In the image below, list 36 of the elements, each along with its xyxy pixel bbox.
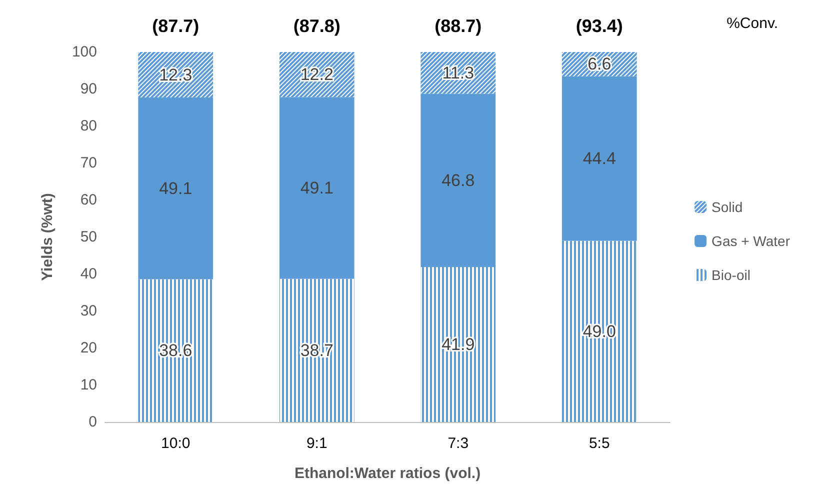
legend-label: Bio-oil bbox=[712, 267, 750, 283]
y-tick-label: 30 bbox=[80, 302, 97, 320]
data-label: 38.6 bbox=[159, 341, 192, 360]
y-tick-label: 80 bbox=[80, 118, 97, 134]
y-tick-label: 40 bbox=[80, 266, 97, 282]
y-tick-label: 20 bbox=[80, 340, 97, 356]
y-tick-label: 90 bbox=[80, 80, 97, 98]
y-tick-label: 70 bbox=[80, 154, 97, 172]
bar bbox=[138, 98, 214, 280]
text: %Conv. bbox=[726, 15, 778, 32]
text: (88.7) bbox=[434, 16, 482, 36]
x-tick-label: 5:5 bbox=[588, 435, 610, 452]
bar bbox=[420, 94, 496, 267]
data-label: 44.4 bbox=[582, 149, 616, 168]
text: (87.7) bbox=[152, 16, 200, 36]
y-tick-label: 60 bbox=[80, 192, 97, 208]
x-tick-label: 10:0 bbox=[161, 435, 190, 452]
y-tick-label: 50 bbox=[80, 228, 97, 246]
data-label: 41.9 bbox=[442, 334, 475, 354]
x-tick-label: 7:3 bbox=[448, 435, 469, 452]
legend-label: Solid bbox=[712, 199, 743, 215]
text: (93.4) bbox=[576, 16, 623, 36]
legend-label: Gas + Water bbox=[712, 233, 790, 249]
bar bbox=[562, 76, 637, 241]
text: (87.8) bbox=[293, 16, 340, 36]
y-tick-label: 10 bbox=[80, 376, 97, 394]
data-label: 38.7 bbox=[300, 340, 334, 360]
x-tick-label: 9:1 bbox=[306, 435, 328, 452]
data-label: 49.1 bbox=[159, 178, 192, 198]
data-label: 49.1 bbox=[300, 178, 334, 198]
data-label: 46.8 bbox=[442, 170, 475, 190]
bar bbox=[279, 97, 354, 279]
x-axis-title: Ethanol:Water ratios (vol.) bbox=[294, 465, 481, 482]
y-tick-label: 0 bbox=[88, 414, 97, 430]
y-axis-title: Yields (%wt) bbox=[39, 193, 56, 281]
y-tick-label: 100 bbox=[72, 44, 97, 60]
